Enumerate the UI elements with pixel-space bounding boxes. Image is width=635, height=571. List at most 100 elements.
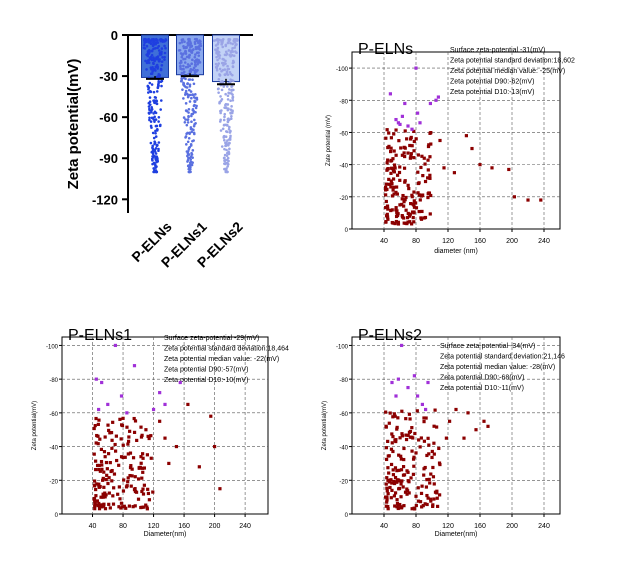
scatter-point-red xyxy=(110,446,114,450)
scatter-point-red xyxy=(414,503,418,508)
bar-point xyxy=(194,38,198,41)
bar-point xyxy=(189,41,193,45)
bar-point xyxy=(154,152,158,155)
scatter-point-red xyxy=(406,220,410,224)
bar-point xyxy=(153,140,156,143)
bar-point xyxy=(187,108,191,111)
scatter-point-red xyxy=(409,137,413,141)
scatter-point-red xyxy=(428,173,432,177)
scatter-point-red xyxy=(421,504,425,508)
bar-point xyxy=(230,114,233,118)
scatter-point-red xyxy=(139,505,143,510)
scatter-point-red xyxy=(400,434,405,438)
bar-point xyxy=(159,80,163,84)
bar-point xyxy=(223,153,227,157)
scatter-y-tick-label: -60 xyxy=(339,412,348,418)
bar-point xyxy=(223,167,226,171)
scatter-point-purple xyxy=(178,380,182,385)
scatter-point-red xyxy=(428,481,432,485)
scatter-point-red xyxy=(93,479,97,483)
bar-point xyxy=(227,127,231,131)
bar-point xyxy=(186,118,190,121)
scatter-point-red xyxy=(417,209,421,214)
scatter-point-red xyxy=(141,470,145,474)
scatter-point-red xyxy=(429,193,433,198)
bar-point xyxy=(218,56,221,60)
scatter-point-red xyxy=(97,484,101,488)
scatter-point-red xyxy=(389,185,393,189)
scatter-point-red xyxy=(400,432,404,436)
scatter-point-red xyxy=(400,153,404,157)
bar-point xyxy=(155,90,159,93)
scatter-y-tick-label: -20 xyxy=(339,196,348,202)
scatter-point-red xyxy=(396,222,401,226)
bar-point xyxy=(220,42,224,45)
bar-point xyxy=(184,77,187,81)
bar-point xyxy=(221,45,225,49)
scatter-point-red xyxy=(402,504,406,508)
scatter-point-red xyxy=(401,465,406,469)
scatter-x-tick-label: 240 xyxy=(239,523,251,530)
bar-point xyxy=(233,46,236,49)
scatter-x-tick-label: 120 xyxy=(148,523,160,530)
bar-point xyxy=(143,41,146,45)
bar-point xyxy=(184,102,188,105)
bar-point xyxy=(186,140,190,144)
scatter-point-red xyxy=(406,183,410,187)
scatter-point-red xyxy=(405,216,410,220)
scatter-point-red xyxy=(396,220,400,224)
scatter-point-red xyxy=(414,137,418,141)
bar-point xyxy=(216,43,219,46)
bar-point xyxy=(182,81,185,85)
bar-point xyxy=(190,127,194,131)
scatter-point-red xyxy=(412,149,416,153)
scatter-point-red xyxy=(399,468,404,472)
scatter-point-red xyxy=(422,467,426,471)
scatter-point-red xyxy=(391,434,395,439)
scatter-annotation: Zeta potential standard deviation:18,464 xyxy=(164,346,289,353)
bar-point xyxy=(189,49,192,53)
scatter-point-red xyxy=(115,458,119,463)
bar-point xyxy=(187,148,191,151)
scatter-point-red xyxy=(94,416,98,421)
scatter-point-red xyxy=(426,176,430,180)
bar-point xyxy=(159,38,163,42)
scatter-point-red xyxy=(411,215,415,220)
scatter-point-red xyxy=(103,455,107,459)
scatter-point-red xyxy=(431,503,435,507)
scatter-point-purple xyxy=(158,391,162,395)
scatter-point-red xyxy=(393,438,397,442)
bar-point xyxy=(215,68,219,72)
scatter-point-red xyxy=(424,416,428,420)
scatter-x-tick-label: 80 xyxy=(412,523,420,530)
scatter-point-red xyxy=(99,495,103,499)
scatter-point-red xyxy=(403,221,408,225)
bar-point xyxy=(191,68,195,72)
scatter-point-red xyxy=(420,505,424,509)
scatter-point-red xyxy=(108,431,112,435)
scatter-point-red xyxy=(111,494,115,498)
scatter-point-red xyxy=(403,490,408,494)
bar-point xyxy=(223,147,226,151)
scatter-point-red xyxy=(93,502,97,506)
bar-point xyxy=(226,73,230,76)
bar-point xyxy=(194,121,197,125)
bar-point xyxy=(154,147,158,150)
bar-point xyxy=(226,139,229,142)
scatter-point-red xyxy=(390,220,394,225)
scatter-point-red xyxy=(395,192,399,196)
scatter-point-red xyxy=(141,505,145,509)
scatter-y-tick-label: 0 xyxy=(55,513,59,519)
scatter-x-tick-label: 40 xyxy=(89,523,97,530)
scatter-point-red xyxy=(133,504,137,508)
scatter-point-red xyxy=(418,500,423,504)
scatter-point-red xyxy=(146,434,150,438)
scatter-point-red xyxy=(389,136,394,140)
scatter-point-red xyxy=(392,494,397,498)
scatter-point-red xyxy=(466,411,470,415)
scatter-point-red xyxy=(144,428,148,432)
scatter-point-red xyxy=(121,489,126,493)
scatter-point-red xyxy=(95,482,99,486)
scatter-point-red xyxy=(121,505,125,509)
scatter-point-red xyxy=(109,430,114,435)
